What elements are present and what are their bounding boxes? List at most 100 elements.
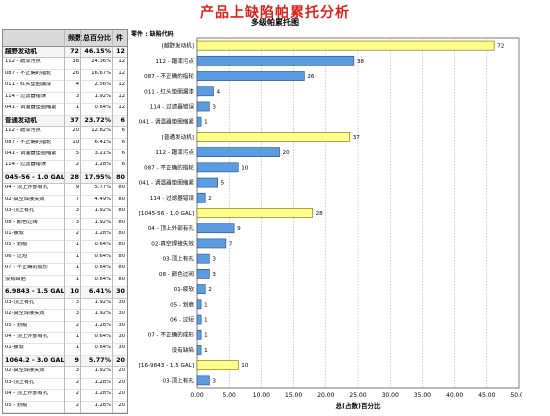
bar-value-label: 3 (212, 104, 216, 110)
cell-label: 114 - 过滤器错误 (5, 93, 47, 99)
bar-value-label: 2 (208, 196, 212, 202)
cell-pct: 0.64% (94, 333, 111, 339)
cell-pct: 1.92% (94, 368, 111, 374)
cell-count: 3 (75, 93, 79, 99)
cell-pct: 23.72% (84, 116, 111, 124)
table-row: 114 - 过滤器错误 3 1.92% 12 (3, 93, 127, 105)
defect-bar (196, 86, 214, 97)
table-row: 087 - 不正确的指轮 10 6.41% 6 (3, 139, 127, 150)
cell-n: 30 (118, 322, 125, 328)
table-row: 02-真空焊接失效 3 1.92% 30 (3, 310, 127, 322)
table-row: 01-疲软 2 1.28% 80 (3, 230, 127, 242)
bar-category-label: 没有缺陷 (172, 346, 195, 354)
bar-category-label: 041 - 调温器垫圈缩紧 (139, 179, 195, 187)
cell-n: 12 (118, 93, 125, 99)
header-count: 频数 (68, 34, 82, 42)
bar-category-label: 114 - 过滤器错误 (150, 102, 195, 110)
cell-n: 80 (118, 208, 125, 214)
cell-count: 1 (75, 265, 79, 271)
cell-n: 30 (118, 333, 125, 339)
table-row: 05 - 划痕 2 1.28% 30 (3, 322, 127, 333)
x-tick-label: 25.00 (349, 392, 366, 399)
table-row: 114 - 过滤器错误 2 1.28% 6 (3, 161, 127, 173)
bar-category-label: 011 - 红头垫圈漏漆 (144, 87, 194, 95)
group-bar (196, 208, 313, 218)
bar-value-label: 10 (241, 165, 249, 171)
x-tick-label: 20.00 (317, 392, 334, 399)
cell-pct: 1.92% (94, 311, 111, 317)
table-divider (80, 30, 81, 413)
cell-label: 越野发动机 (5, 48, 37, 55)
table-row: 112 - 蹭漆污点 38 24.36% 12 (3, 58, 127, 70)
x-tick-label: 15.00 (285, 392, 302, 399)
bar-category-label: 04 - 顶上外部有孔 (148, 224, 195, 232)
table-row: 112 - 蹭漆污点 20 12.82% 6 (3, 127, 127, 139)
cell-count: 20 (72, 128, 79, 134)
bar-value-label: 10 (241, 363, 249, 369)
cell-n: 80 (118, 276, 125, 282)
cell-n: 6 (121, 162, 125, 168)
cell-label: 03-顶上有孔 (5, 379, 35, 385)
cell-label: 普通发动机 (5, 116, 37, 124)
cell-count: 3 (75, 219, 79, 225)
bar-value-label: 72 (497, 44, 504, 50)
cell-count: 38 (72, 59, 79, 65)
bar-value-label: 1 (204, 348, 208, 354)
bar-category-label: [16-9843 - 1.5 GAL] (139, 363, 194, 369)
table-group-row: 6.9843 - 1.5 GAL 10 6.41% 30 (3, 287, 127, 299)
cell-count: 1 (75, 242, 79, 248)
cell-pct: 1.28% (94, 391, 111, 397)
table-row: 03-顶上有孔 3 1.92% 80 (3, 207, 127, 219)
cell-label: 01-疲软 (5, 345, 24, 351)
cell-n: 20 (118, 402, 125, 408)
cell-count: 1 (75, 345, 79, 351)
cell-count: 4 (75, 82, 79, 88)
x-axis-title: 总(占数)百分比 (336, 401, 381, 410)
cell-pct: 17.95% (84, 173, 111, 181)
bar-value-label: 3 (212, 378, 216, 384)
cell-n: 30 (118, 311, 125, 317)
cell-label: 045-56 - 1.0 GAL (5, 173, 65, 181)
cell-n: 20 (118, 368, 125, 374)
bar-value-label: 1 (204, 302, 208, 308)
table-row: 06 - 过短 1 0.64% 80 (3, 253, 127, 265)
defect-bar (196, 269, 210, 279)
table-row: 03-顶上有孔 3 1.92% 30 (3, 299, 127, 311)
cell-count: 2 (75, 379, 79, 385)
cell-label: 112 - 蹭漆污点 (5, 128, 41, 134)
bar-category-label: 03-顶上有孔 (162, 255, 194, 263)
cell-pct: 6.41% (88, 288, 111, 295)
cell-count: 37 (70, 116, 79, 124)
cell-n: 20 (116, 356, 125, 364)
cell-count: 2 (75, 231, 79, 236)
header-n: 件 (116, 34, 123, 42)
cell-n: 6 (121, 128, 125, 134)
cell-label: 087 - 不正确的指轮 (5, 70, 52, 76)
cell-label: 6.9843 - 1.5 GAL (5, 288, 65, 295)
cell-n: 80 (118, 219, 125, 225)
cell-count: 2 (75, 322, 79, 328)
bar-value-label: 3 (212, 272, 216, 278)
cell-n: 12 (118, 82, 125, 88)
cell-pct: 5.77% (94, 185, 111, 191)
cell-label: 02-真空焊接失效 (5, 196, 45, 202)
cell-label: 05 - 划痕 (5, 242, 28, 248)
cell-pct: 0.64% (94, 345, 111, 351)
bar-category-label: 087 - 不正确的指轮 (144, 72, 194, 80)
cell-label: 05 - 划痕 (5, 322, 28, 328)
bar-value-label: 26 (307, 74, 315, 80)
bar-category-label: 02-真空焊接失效 (151, 239, 194, 247)
cell-n: 80 (118, 242, 125, 248)
bar-value-label: 5 (221, 181, 225, 187)
x-tick-label: 45.00 (478, 392, 495, 399)
cell-n: 30 (118, 345, 125, 351)
bar-category-label: 114 - 过滤器错误 (150, 194, 195, 202)
table-header: 频数 总百分比 件 (3, 30, 127, 47)
table-row: 05 - 划痕 2 1.28% 20 (3, 402, 127, 413)
bar-category-label: 03-顶上有孔 (162, 376, 194, 384)
bar-value-label: 38 (357, 59, 365, 65)
cell-label: 03-顶上有孔 (5, 208, 35, 214)
table-group-row: 1064.2 - 3.0 GAL 9 5.77% 20 (3, 355, 127, 368)
defect-bar (196, 238, 227, 249)
bar-category-label: [1045-56 - 1.0 GAL] (139, 211, 194, 217)
